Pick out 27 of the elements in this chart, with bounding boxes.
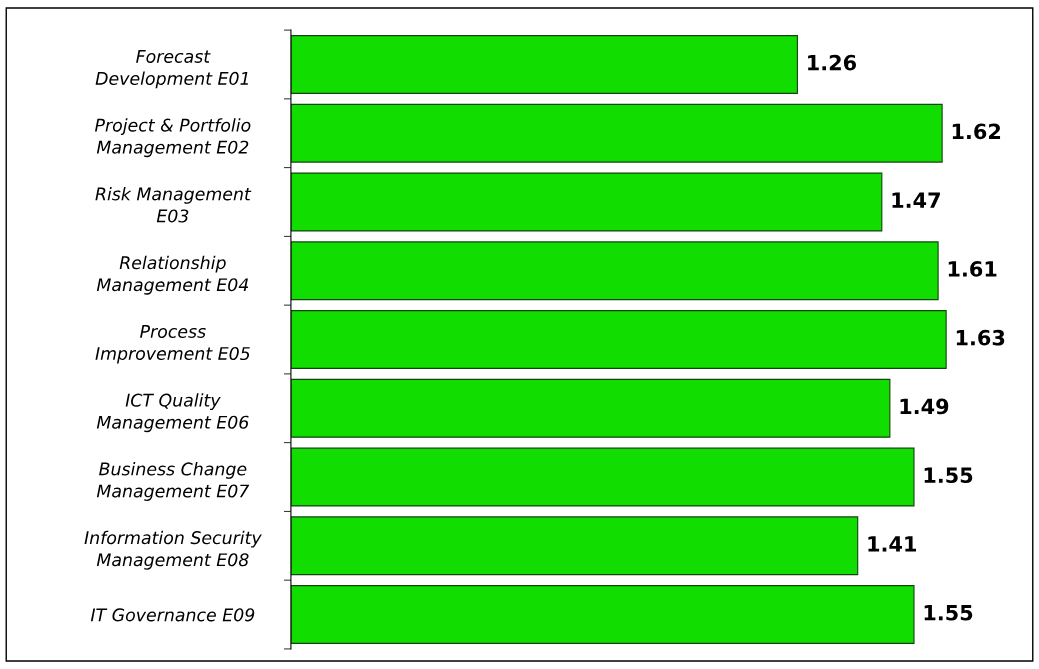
y-tick-label: Forecast Development E01: [95, 50, 248, 89]
data-label: 1.61: [948, 261, 997, 277]
data-label: 1.55: [924, 605, 973, 621]
bar: [290, 103, 943, 163]
data-label: 1.62: [952, 123, 1001, 140]
data-label: 1.55: [924, 467, 973, 484]
y-tick-label: Risk Management E03: [95, 187, 252, 223]
y-tick-label: Business Change Management E07: [96, 462, 250, 501]
data-label: 1.41: [868, 536, 917, 552]
bar: [290, 310, 947, 369]
y-tick-label: Process Improvement E05: [95, 325, 250, 364]
y-tick-label: IT Governance E09: [90, 608, 255, 622]
y-tick-label: ICT Quality Management E06: [96, 393, 249, 433]
y-tick-label: Information Security Management E08: [84, 530, 262, 570]
bar: [290, 172, 883, 232]
y-tick-label: Relationship Management E04: [96, 255, 249, 295]
data-label: 1.49: [900, 398, 949, 415]
bar: [290, 378, 891, 438]
data-label: 1.47: [892, 192, 940, 208]
bar: [290, 516, 859, 576]
y-tick-label: Project & Portfolio Management E02: [94, 118, 251, 158]
bar: [290, 585, 915, 644]
bar: [290, 241, 939, 301]
data-label: 1.26: [808, 54, 857, 71]
bar: [290, 35, 798, 94]
data-label: 1.63: [956, 329, 1005, 346]
bar: [290, 447, 915, 507]
